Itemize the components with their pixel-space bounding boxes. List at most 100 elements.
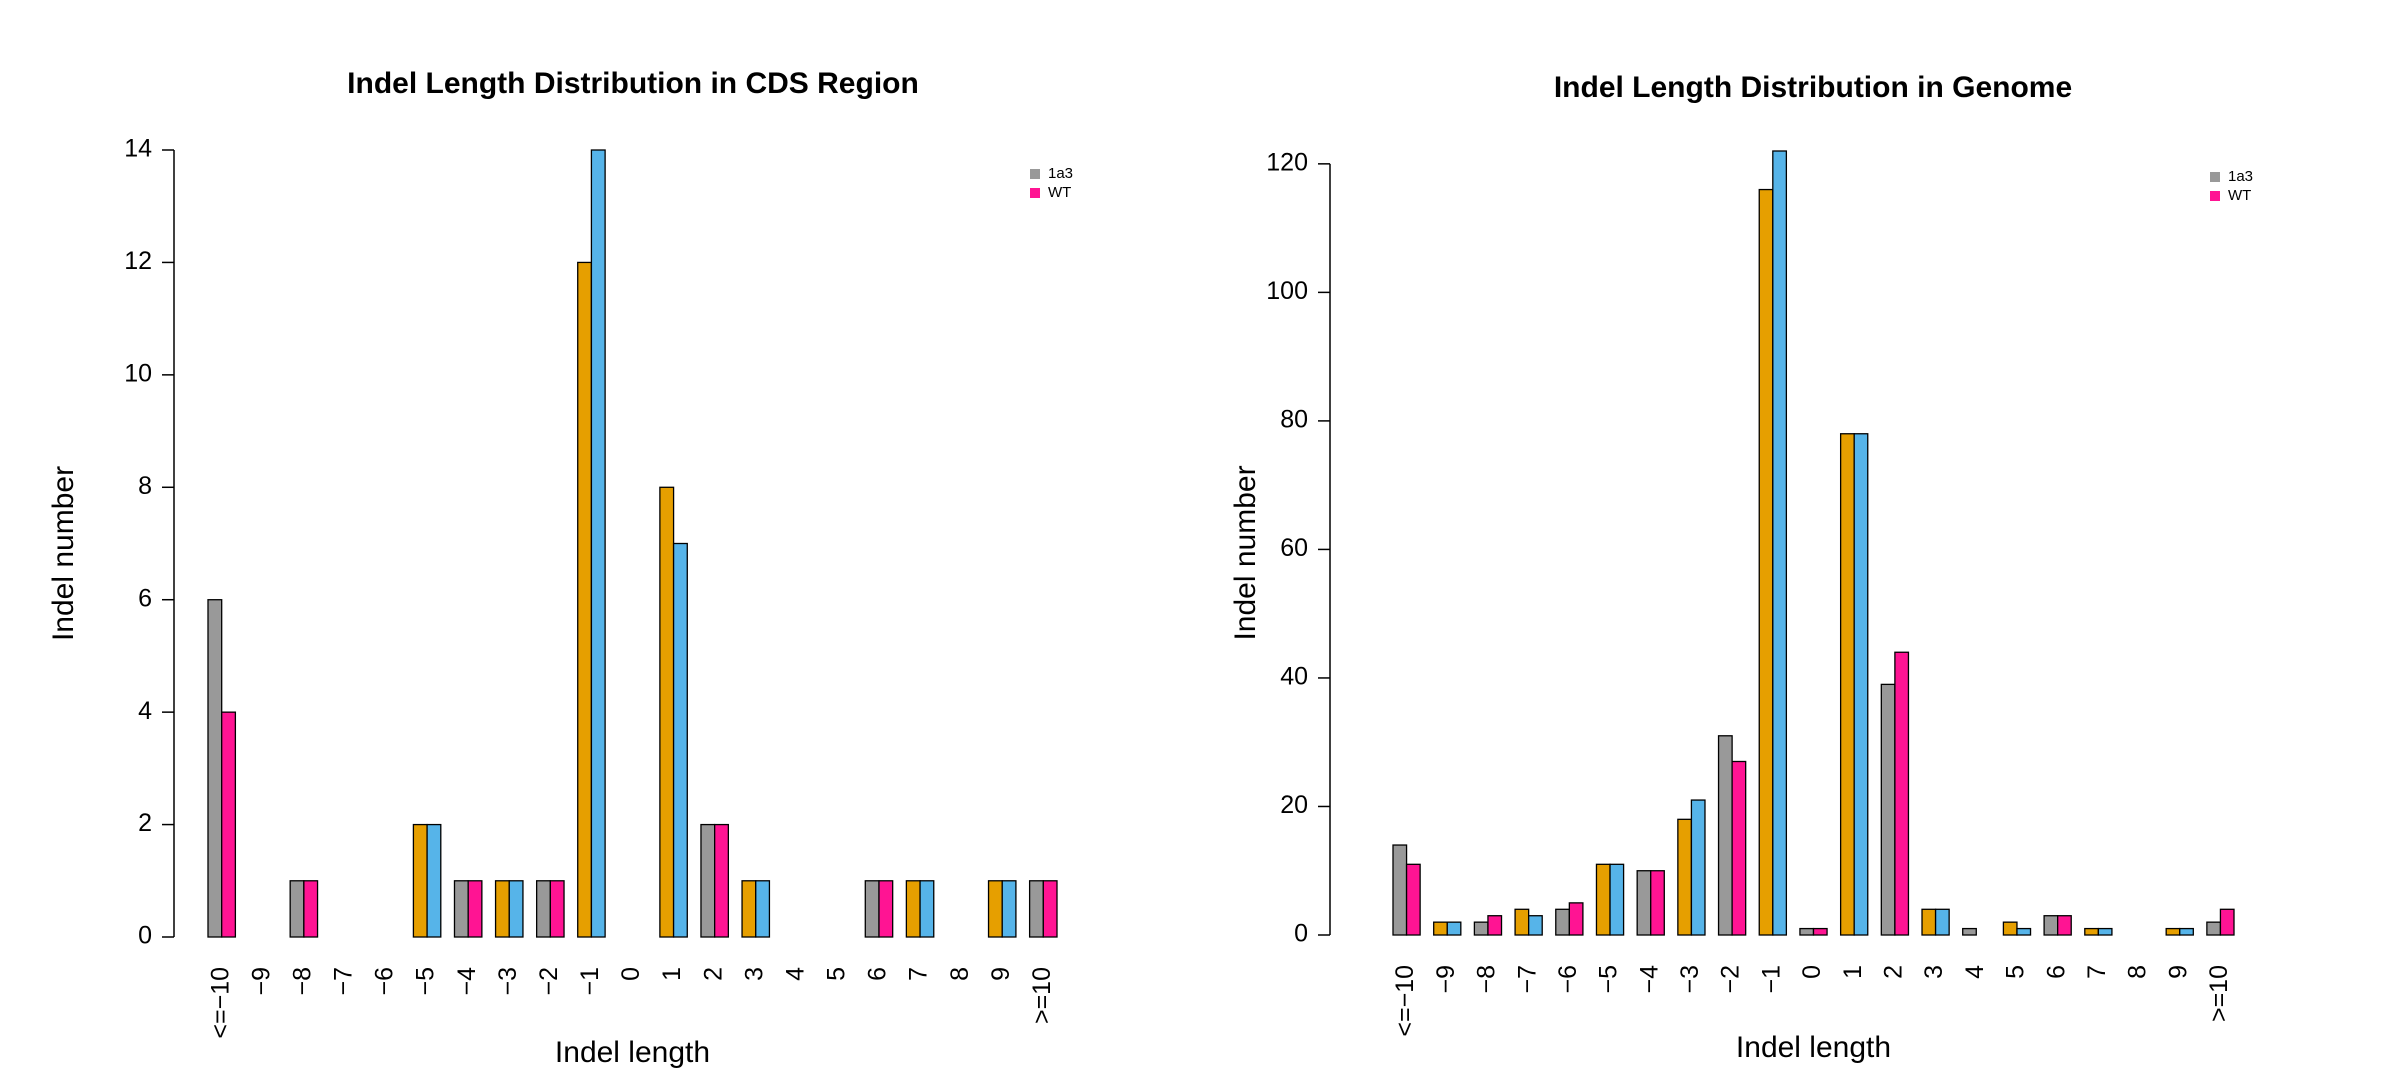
bar	[1473, 921, 1489, 936]
bar	[590, 149, 606, 938]
legend-label: WT	[1048, 184, 1071, 201]
bar	[1392, 844, 1408, 936]
bar	[221, 711, 237, 938]
x-tick-label: >=10	[2205, 965, 2233, 1022]
x-tick-label: −1	[576, 967, 604, 996]
x-tick-label: 3	[1920, 965, 1948, 979]
x-tick-label: −3	[494, 967, 522, 996]
y-tick-label: 12	[124, 247, 152, 275]
legend-swatch	[1030, 188, 1040, 198]
bar	[2057, 915, 2072, 936]
x-tick-label: 9	[2164, 965, 2192, 979]
bar	[1527, 915, 1543, 936]
bar	[1934, 908, 1950, 936]
x-tick-label: 2	[1879, 965, 1907, 979]
x-tick-label: −5	[1595, 965, 1623, 994]
x-tick-label: 5	[823, 967, 851, 981]
bar	[1433, 921, 1448, 936]
x-tick-label: −3	[1676, 965, 1704, 994]
x-tick-label: −8	[1473, 965, 1501, 994]
bar	[905, 880, 921, 938]
bar	[1731, 760, 1747, 936]
bar	[1717, 735, 1733, 936]
bar	[1405, 863, 1421, 936]
x-tick-label: −2	[1717, 965, 1745, 994]
bar	[1799, 927, 1815, 936]
y-tick-label: 0	[1294, 920, 1308, 948]
y-tick-label: 6	[138, 584, 152, 612]
bar	[1839, 433, 1855, 936]
x-tick-label: <=−10	[1391, 965, 1419, 1037]
bar	[1812, 927, 1828, 936]
bar	[1772, 150, 1788, 936]
bar	[1568, 902, 1584, 936]
x-tick-label: 4	[781, 967, 809, 981]
bar	[1487, 915, 1503, 936]
bar	[700, 823, 716, 938]
x-tick-label: 0	[617, 967, 645, 981]
bar	[2043, 915, 2059, 936]
bar	[1636, 870, 1652, 936]
x-tick-label: 7	[2083, 965, 2111, 979]
bar	[549, 880, 565, 938]
x-tick-label: 7	[905, 967, 933, 981]
bar	[755, 880, 771, 938]
bar	[426, 823, 442, 938]
bar	[1962, 927, 1977, 936]
y-tick-label: 60	[1280, 534, 1308, 562]
bar	[714, 823, 730, 938]
x-tick-label: −2	[535, 967, 563, 996]
bar	[1555, 908, 1570, 936]
bar	[1677, 818, 1693, 936]
bar	[1650, 870, 1665, 936]
y-tick-label: 100	[1266, 277, 1308, 305]
bar	[1894, 651, 1910, 936]
bar	[289, 880, 305, 938]
bar	[1921, 908, 1937, 936]
x-tick-label: 2	[699, 967, 727, 981]
bar	[1028, 880, 1044, 938]
bar	[1690, 799, 1706, 936]
bar	[1042, 880, 1058, 938]
bar	[303, 880, 319, 938]
x-tick-label: 1	[1839, 965, 1867, 979]
bar	[2165, 927, 2181, 936]
legend-swatch	[2210, 172, 2220, 182]
legend-label: 1a3	[1048, 165, 1073, 182]
bar	[1758, 188, 1774, 936]
bar	[987, 880, 1003, 938]
x-tick-label: 9	[987, 967, 1015, 981]
y-tick-label: 40	[1280, 663, 1308, 691]
y-tick-label: 20	[1280, 791, 1308, 819]
bar	[2206, 921, 2222, 936]
bar	[659, 486, 675, 938]
bar	[919, 880, 935, 938]
y-axis-label: Indel number	[1229, 465, 1262, 640]
bar	[467, 880, 483, 938]
bar	[2002, 921, 2018, 936]
x-tick-label: 6	[2042, 965, 2070, 979]
bar	[1514, 908, 1530, 936]
x-tick-label: −6	[1554, 965, 1582, 994]
bar	[878, 880, 894, 938]
y-axis-label: Indel number	[47, 466, 80, 641]
bar	[535, 880, 551, 938]
x-tick-label: −7	[1513, 965, 1541, 994]
y-tick-label: 2	[138, 809, 152, 837]
legend-swatch	[1030, 169, 1040, 179]
x-tick-label: >=10	[1028, 967, 1056, 1024]
bar	[494, 880, 510, 938]
x-tick-label: 5	[2002, 965, 2030, 979]
bar	[2016, 927, 2032, 936]
bar	[2097, 927, 2113, 936]
chart-title: Indel Length Distribution in Genome	[1554, 71, 2072, 104]
x-tick-label: <=−10	[206, 967, 234, 1039]
bar	[453, 880, 469, 938]
bar	[508, 880, 524, 938]
legend-label: 1a3	[2228, 168, 2253, 185]
x-tick-label: −4	[1635, 965, 1663, 994]
x-tick-label: 4	[1961, 965, 1989, 979]
legend-swatch	[2210, 191, 2220, 201]
